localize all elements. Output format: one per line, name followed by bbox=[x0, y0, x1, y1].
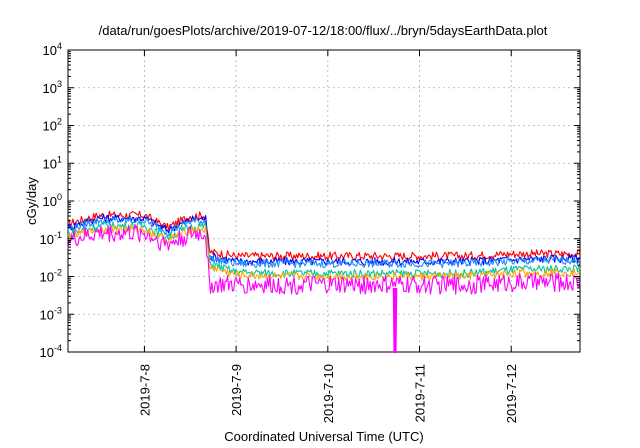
x-tick-label: 2019-7-12 bbox=[504, 364, 519, 423]
chart-title: /data/run/goesPlots/archive/2019-07-12/1… bbox=[99, 23, 548, 38]
x-tick-label: 2019-7-11 bbox=[413, 364, 428, 422]
y-tick-label: 103 bbox=[43, 79, 62, 96]
y-tick-label: 10-2 bbox=[40, 268, 62, 285]
y-axis: 10-4 10-3 10-2 10-1 100 101 102 103 104 bbox=[40, 41, 580, 360]
y-tick-label: 101 bbox=[43, 154, 62, 171]
series-line bbox=[67, 223, 581, 295]
x-tick-label: 2019-7-10 bbox=[321, 364, 336, 423]
x-axis-title: Coordinated Universal Time (UTC) bbox=[224, 429, 423, 444]
series-line bbox=[67, 216, 581, 269]
y-tick-label: 100 bbox=[43, 192, 62, 209]
x-axis: 2019-7-8 2019-7-9 2019-7-10 2019-7-11 2019-7… bbox=[137, 50, 519, 423]
y-tick-label: 104 bbox=[43, 41, 62, 58]
y-tick-label: 10-3 bbox=[40, 305, 62, 322]
y-tick-label: 10-1 bbox=[40, 230, 62, 247]
series-layer bbox=[67, 210, 581, 354]
y-axis-title: cGy/day bbox=[24, 177, 39, 225]
series-line bbox=[67, 210, 581, 261]
y-tick-label: 102 bbox=[43, 117, 62, 134]
series-line bbox=[392, 287, 398, 354]
x-tick-label: 2019-7-9 bbox=[229, 364, 244, 416]
y-tick-label: 10-4 bbox=[40, 343, 62, 360]
grid bbox=[68, 50, 580, 352]
x-tick-label: 2019-7-8 bbox=[137, 364, 152, 416]
